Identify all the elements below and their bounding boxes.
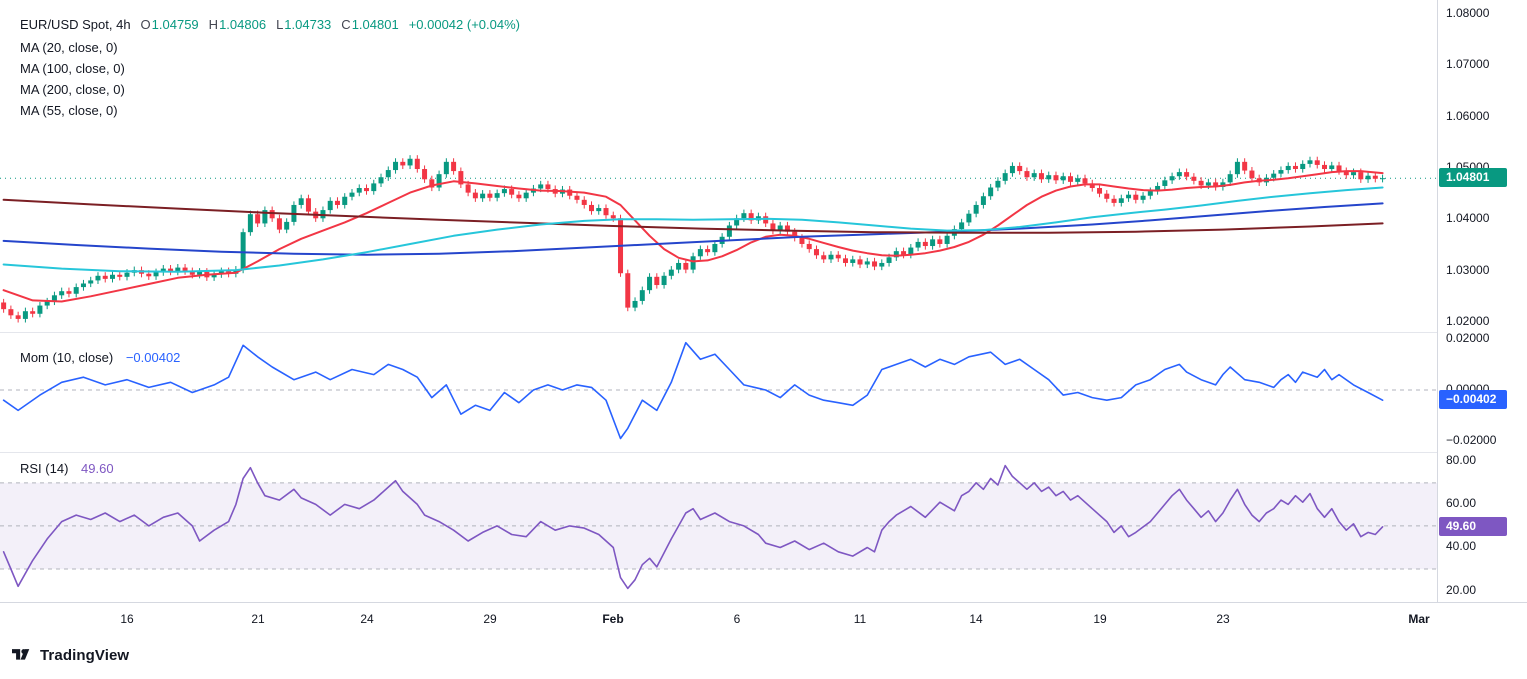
- tradingview-logo[interactable]: TradingView: [12, 645, 129, 665]
- time-axis-label: Feb: [602, 612, 624, 626]
- rsi-legend-value: 49.60: [81, 461, 114, 476]
- ohlc-open: O1.04759: [140, 17, 199, 32]
- ohlc-low: L1.04733: [276, 17, 332, 32]
- price-axis-label: 1.02000: [1446, 313, 1490, 328]
- tradingview-brand-text: TradingView: [40, 646, 130, 664]
- time-axis-label: 21: [251, 612, 265, 626]
- ohlc-close: C1.04801: [341, 17, 399, 32]
- ohlc-high: H1.04806: [208, 17, 267, 32]
- price-pane[interactable]: [0, 0, 1437, 332]
- pane-separator[interactable]: [0, 332, 1527, 333]
- pane-separator[interactable]: [0, 452, 1527, 453]
- mom-legend-value: −0.00402: [125, 350, 181, 365]
- price-scale[interactable]: 1.08000 1.07000 1.06000 1.05000 1.04000 1.030…: [1437, 0, 1527, 602]
- time-axis-label: 11: [853, 612, 867, 626]
- time-axis-label: 24: [360, 612, 374, 626]
- rsi-pane[interactable]: [0, 452, 1437, 602]
- price-axis-label: 1.07000: [1446, 57, 1490, 72]
- rsi-axis-label: 60.00: [1446, 496, 1477, 511]
- time-axis-label: 23: [1216, 612, 1230, 626]
- price-axis-label: 1.04000: [1446, 211, 1490, 226]
- time-axis-label: 16: [120, 612, 134, 626]
- time-axis-label: 19: [1093, 612, 1107, 626]
- ma-55-legend[interactable]: MA (55, close, 0): [20, 103, 118, 118]
- momentum-pane[interactable]: [0, 332, 1437, 452]
- price-axis-label: 1.08000: [1446, 6, 1490, 20]
- price-axis-label: 1.06000: [1446, 108, 1490, 123]
- price-chart-canvas[interactable]: [0, 0, 1437, 332]
- rsi-legend-label: RSI (14): [20, 461, 69, 476]
- time-axis-label: 6: [733, 612, 741, 626]
- rsi-chart-canvas[interactable]: [0, 452, 1437, 602]
- symbol-title: EUR/USD Spot, 4h: [20, 17, 131, 32]
- momentum-axis-label: −0.02000: [1446, 433, 1497, 448]
- momentum-chart-canvas[interactable]: [0, 332, 1437, 452]
- ma-100-legend[interactable]: MA (100, close, 0): [20, 61, 125, 76]
- rsi-axis-label: 80.00: [1446, 453, 1477, 468]
- price-change: +0.00042 (+0.04%): [408, 17, 520, 32]
- price-last-value-badge: 1.04801: [1439, 168, 1507, 188]
- rsi-last-value-badge: 49.60: [1439, 516, 1507, 536]
- rsi-axis-label: 40.00: [1446, 539, 1477, 554]
- tradingview-logo-icon: [12, 649, 30, 660]
- symbol-legend-row[interactable]: EUR/USD Spot, 4h O1.04759 H1.04806 L1.04…: [20, 14, 520, 35]
- time-scale[interactable]: 16 21 24 29 Feb 6 11 14 19 23 Mar: [0, 602, 1527, 639]
- rsi-legend[interactable]: RSI (14) 49.60: [20, 461, 114, 476]
- ma-20-legend[interactable]: MA (20, close, 0): [20, 40, 118, 55]
- mom-legend[interactable]: Mom (10, close) −0.00402: [20, 350, 180, 365]
- mom-legend-label: Mom (10, close): [20, 350, 114, 365]
- price-legend: EUR/USD Spot, 4h O1.04759 H1.04806 L1.04…: [20, 14, 520, 121]
- momentum-last-value-badge: −0.00402: [1439, 390, 1507, 410]
- ma-200-legend[interactable]: MA (200, close, 0): [20, 82, 125, 97]
- time-axis-label: 14: [969, 612, 983, 626]
- rsi-axis-label: 20.00: [1446, 582, 1477, 597]
- momentum-axis-label: 0.02000: [1446, 330, 1490, 345]
- time-axis-label: 29: [483, 612, 497, 626]
- price-axis-label: 1.03000: [1446, 262, 1490, 277]
- time-axis-label: Mar: [1408, 612, 1430, 626]
